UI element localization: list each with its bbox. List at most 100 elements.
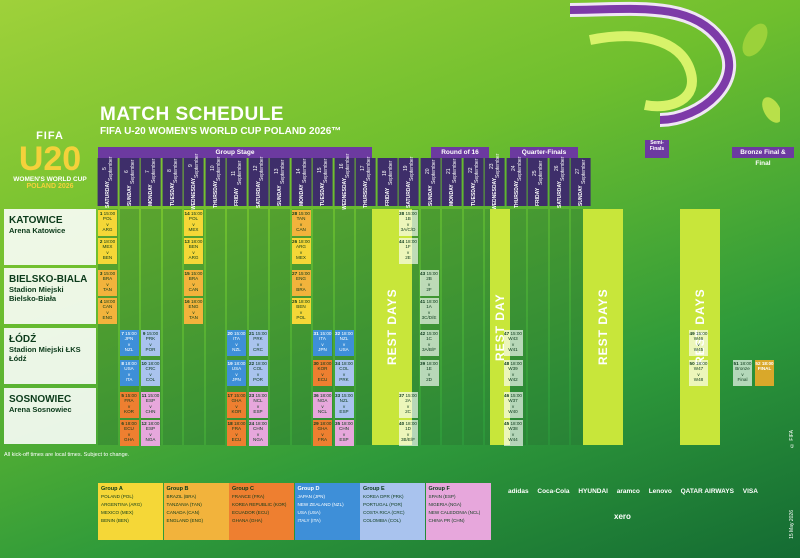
match-cell: 3 15:00 BRA v TAN <box>98 270 117 296</box>
logo-line1: WOMEN'S WORLD CUP <box>13 176 87 183</box>
sponsor-logo: Lenovo <box>648 488 672 495</box>
match-cell: 39 18:00 1E v 2D <box>419 360 439 386</box>
stage-header-r16: Round of 16 <box>431 147 489 158</box>
tournament-logo: FIFA U20 WOMEN'S WORLD CUP POLAND 2026 <box>6 130 94 190</box>
match-cell: 4 18:00 CAN v ENG <box>98 298 117 324</box>
day-header: THURSDAY 10 September <box>205 156 226 208</box>
match-cell: 15 15:00 BRA v CAN <box>184 270 203 296</box>
sponsor-logo: aramco <box>616 488 640 495</box>
column-bg <box>528 209 548 445</box>
match-cell: 20 15:00 ITA v NZL <box>227 330 246 356</box>
match-cell: 2 18:00 MEX v BEN <box>98 238 117 264</box>
column-bg <box>291 209 312 445</box>
match-cell: 17 15:00 GHA v KOR <box>227 392 246 418</box>
stage-header-final: Bronze Final & Final <box>732 147 794 167</box>
match-cell: 52 18:00 FINAL <box>755 360 774 386</box>
match-cell: 44 18:00 1F v 2E <box>398 238 418 264</box>
column-bg <box>184 209 204 445</box>
match-cell: 34 18:00 COL v PRK <box>334 360 354 386</box>
day-header: SATURDAY 5 September <box>98 156 118 208</box>
logo-line2: POLAND 2026 <box>26 183 74 190</box>
column-bg <box>162 209 183 445</box>
sponsor-xero: xero <box>614 512 631 521</box>
match-cell: 35 18:00 CHN v ESP <box>334 420 354 446</box>
venue-stadium: Stadion Miejski Bielsko-Biała <box>9 285 64 303</box>
match-cell: 36 18:00 NGA v NCL <box>313 392 332 418</box>
match-cell: 28 15:00 TAN v CAN <box>291 210 311 236</box>
match-cell: 41 18:00 1A v 3C/D/E <box>419 298 439 324</box>
column-bg <box>98 209 118 445</box>
day-header: MONDAY 7 September <box>141 158 161 206</box>
match-cell: 31 15:00 ITA v JPN <box>313 330 332 356</box>
stage-header-sf: Semi-Finals <box>645 140 669 158</box>
sponsor-logo: Coca-Cola <box>537 488 570 495</box>
match-cell: 48 18:00 W39 v W42 <box>503 360 523 386</box>
column-bg <box>420 209 441 445</box>
date-stamp: 15 May 2026 <box>789 510 795 539</box>
column-bg <box>463 209 484 445</box>
logo-u20: U20 <box>18 140 82 178</box>
page-title-block: MATCH SCHEDULE FIFA U-20 WOMEN'S WORLD C… <box>100 104 341 137</box>
match-cell: 9 15:00 PRK v POR <box>141 330 160 356</box>
match-cell: 26 18:00 ARG v MEX <box>291 238 311 264</box>
match-cell: 42 15:00 1C v 3A/B/F <box>419 330 439 356</box>
match-cell: 18 18:00 FRA v ECU <box>227 420 246 446</box>
group-box: Group B BRAZIL (BRA) TANZANIA (TAN) CANADA … <box>163 483 229 540</box>
logo-fifa: FIFA <box>36 130 64 142</box>
day-header: SUNDAY 13 September <box>270 158 290 206</box>
sponsor-logo: QATAR AIRWAYS <box>680 488 734 495</box>
match-cell: 11 15:00 ESP v CHN <box>141 392 160 418</box>
venue-city: BIELSKO-BIALA <box>9 274 88 285</box>
column-bg <box>442 209 462 445</box>
match-cell: 38 15:00 1B v 3A/C/D <box>398 210 418 236</box>
match-cell: 8 18:00 USA v ITA <box>119 360 139 386</box>
column-bg <box>141 209 161 445</box>
day-header: WEDNESDAY 23 September <box>485 154 505 210</box>
match-cell: 29 18:00 GHA v FRA <box>313 420 332 446</box>
day-header: WEDNESDAY 16 September <box>334 154 355 210</box>
venue-lodz: ŁÓDŹ Stadion Miejski ŁKS Łódź <box>4 328 96 384</box>
match-cell: 7 15:00 JPN v NZL <box>119 330 139 356</box>
column-bg <box>119 209 140 445</box>
match-cell: 23 15:00 NCL v ESP <box>248 392 268 418</box>
match-cell: 10 18:00 CRC v COL <box>141 360 160 386</box>
day-header: TUESDAY 8 September <box>162 158 183 206</box>
venue-stadium: Stadion Miejski ŁKS Łódź <box>9 345 81 363</box>
column-bg <box>549 209 570 445</box>
column-bg <box>313 209 333 445</box>
day-header: SUNDAY 27 September <box>571 158 591 206</box>
match-cell: 30 18:00 KOR v ECU <box>313 360 332 386</box>
match-cell: 51 18:00 Bronze v Final <box>733 360 752 386</box>
day-header: TUESDAY 15 September <box>313 158 333 206</box>
match-cell: 5 15:00 FRA v KOR <box>119 392 139 418</box>
sponsor-logo: VISA <box>742 488 758 495</box>
match-cell: 22 18:00 COL v POR <box>248 360 268 386</box>
match-cell: 14 15:00 POL v MEX <box>184 210 203 236</box>
day-header: FRIDAY 11 September <box>227 158 247 206</box>
day-header: SUNDAY 6 September <box>119 158 140 206</box>
match-cell: 16 18:00 ENG v TAN <box>184 298 203 324</box>
day-header: SATURDAY 19 September <box>399 156 419 208</box>
match-cell: 1 15:00 POL v ARG <box>98 210 117 236</box>
kickoff-note: All kick-off times are local times. Subj… <box>4 452 130 458</box>
group-box: Group A POLAND (POL) ARGENTINA (ARG) MEXICO… <box>98 483 163 540</box>
sponsor-logo: HYUNDAI <box>578 488 608 495</box>
match-cell: 46 15:00 W37 v W40 <box>503 392 523 418</box>
day-header: SATURDAY 12 September <box>248 156 269 208</box>
column-bg <box>356 209 376 445</box>
venue-stadium: Arena Katowice <box>9 226 66 235</box>
day-header: MONDAY 21 September <box>442 158 462 206</box>
match-cell: 37 15:00 2A v 2C <box>398 392 418 418</box>
sponsor-logo: adidas <box>508 488 529 495</box>
day-header: FRIDAY 25 September <box>528 158 548 206</box>
day-header: SUNDAY 20 September <box>420 158 441 206</box>
stage-header-qf: Quarter-Finals <box>510 147 578 158</box>
venue-bielsko-biala: BIELSKO-BIALA Stadion Miejski Bielsko-Bi… <box>4 268 96 324</box>
day-header: FRIDAY 18 September <box>377 158 398 206</box>
column-bg <box>334 209 355 445</box>
match-cell: 47 15:00 W43 v W41 <box>503 330 523 356</box>
group-box: Group F SPAIN (ESP) NIGERIA (NGA) NEW CALED… <box>425 483 491 540</box>
match-cell: 13 18:00 BEN v ARG <box>184 238 203 264</box>
match-cell: 25 18:00 BEN v POL <box>291 298 311 324</box>
column-bg <box>227 209 247 445</box>
